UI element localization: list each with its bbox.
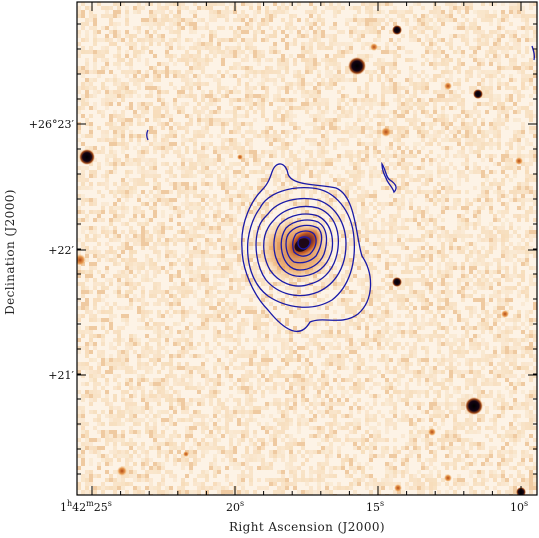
star <box>473 89 483 99</box>
contour-isolated <box>146 129 149 141</box>
contour-level-5 <box>273 213 334 277</box>
radio-contours <box>146 45 536 332</box>
star <box>392 25 402 35</box>
star <box>501 310 509 318</box>
y-axis-tick-labels: +26°23′ +22′ +21′ <box>29 118 75 382</box>
star <box>465 397 483 415</box>
contour-level-9 <box>297 236 311 250</box>
contour-level-4 <box>263 205 340 287</box>
contour-level-6 <box>280 219 328 271</box>
y-tick-label: +21′ <box>48 369 74 382</box>
x-tick-label: 10s <box>510 499 528 514</box>
image-noise <box>77 2 537 495</box>
star <box>515 157 523 165</box>
star <box>381 127 391 137</box>
x-axis-title: Right Ascension (J2000) <box>229 520 385 534</box>
contour-level-2 <box>246 186 356 308</box>
x-tick-label: 1h42m25s <box>60 499 112 514</box>
contour-level-1 <box>241 163 372 332</box>
x-axis-tick-labels: 1h42m25s 20s 15s 10s <box>60 499 528 514</box>
star <box>444 82 452 90</box>
star <box>77 254 86 266</box>
field-stars <box>77 25 526 495</box>
y-tick-label: +26°23′ <box>29 118 75 131</box>
star <box>183 451 189 457</box>
axis-ticks <box>77 2 537 495</box>
star <box>237 154 243 160</box>
star <box>370 43 378 51</box>
y-axis-title: Declination (J2000) <box>3 189 17 315</box>
star <box>394 484 402 492</box>
contour-isolated <box>381 161 397 194</box>
x-tick-label: 15s <box>366 499 384 514</box>
contour-level-3 <box>255 197 347 297</box>
star <box>79 149 95 165</box>
star <box>392 277 402 287</box>
star <box>348 57 366 75</box>
optical-image <box>77 2 537 495</box>
star <box>444 474 452 482</box>
contour-level-7 <box>285 224 323 264</box>
star <box>117 466 127 476</box>
contour-isolated <box>531 45 536 61</box>
contour-level-8 <box>292 230 317 257</box>
y-tick-label: +22′ <box>48 244 74 257</box>
star <box>428 428 436 436</box>
x-tick-label: 20s <box>226 499 244 514</box>
